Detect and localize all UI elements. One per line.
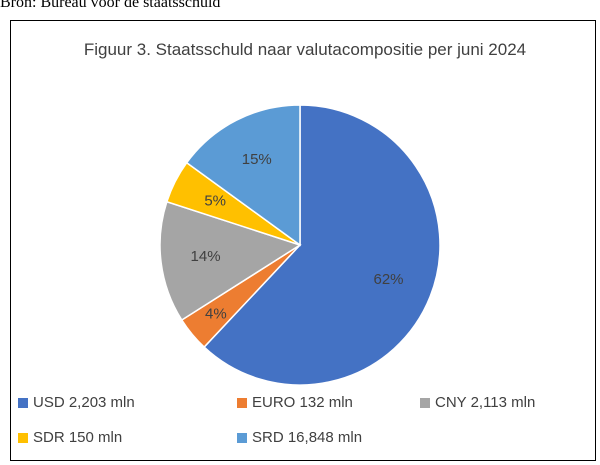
data-label: 14% [191,248,221,265]
legend-label: EURO 132 mln [252,394,353,411]
data-label: 4% [205,306,227,323]
pie-slice [159,200,302,322]
legend-swatch [420,398,430,408]
legend-swatch [18,433,28,443]
data-label: 5% [204,193,226,210]
source-note: Bron: Bureau voor de staatsschuld [0,0,221,11]
chart-title: Figuur 3. Staatsschuld naar valutacompos… [83,40,527,59]
pie-slice [185,104,301,247]
legend-swatch [18,398,28,408]
legend-label: CNY 2,113 mln [435,394,535,411]
chart-frame [10,20,596,461]
data-label: 62% [373,271,403,288]
data-label: 15% [242,151,272,168]
legend-swatch [237,398,247,408]
legend-label: USD 2,203 mln [33,394,135,411]
legend-label: SRD 16,848 mln [252,429,362,446]
legend-label: SDR 150 mln [33,429,122,446]
pie-slice [203,104,441,386]
legend-swatch [237,433,247,443]
